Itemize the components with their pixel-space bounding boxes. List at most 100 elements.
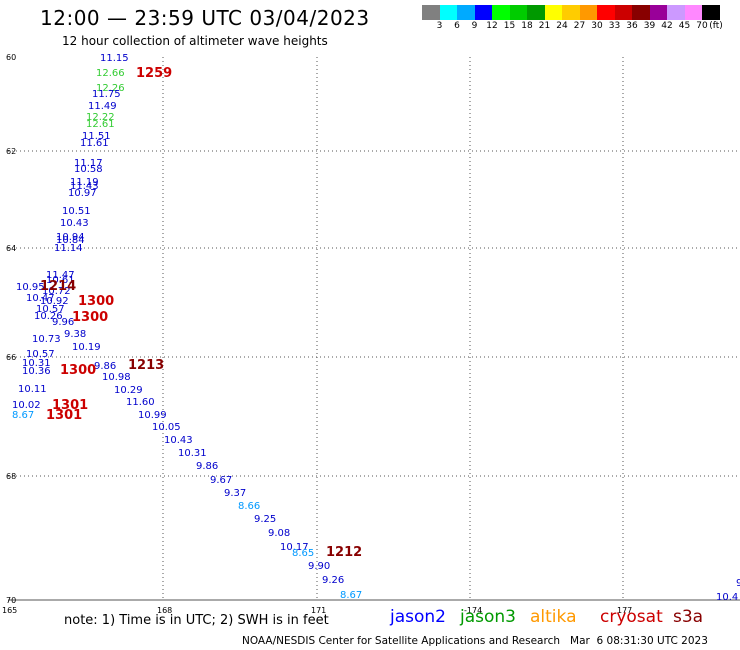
legend-label: 24 xyxy=(556,21,568,31)
wave-height-label: 9.96 xyxy=(52,317,74,328)
map-subtitle: 12 hour collection of altimeter wave hei… xyxy=(62,34,328,48)
wave-height-label: 11.60 xyxy=(126,397,155,408)
latitude-label: 60 xyxy=(6,53,16,62)
wave-height-label: 10.97 xyxy=(68,188,97,199)
latitude-label: 62 xyxy=(6,147,16,156)
pass-time-label: 1300 xyxy=(60,363,96,378)
legend-label: 21 xyxy=(538,21,551,31)
satellite-label-jason2: jason2 xyxy=(390,607,446,627)
wave-height-label: 10.4 xyxy=(716,592,738,603)
legend-swatch xyxy=(597,5,615,20)
wave-height-label: 10.02 xyxy=(12,400,41,411)
wave-height-label: 10.58 xyxy=(74,164,103,175)
legend-label: (ft) xyxy=(709,21,723,31)
wave-height-label: 8.67 xyxy=(340,590,362,601)
longitude-labels: 165 168 171 -174 177 xyxy=(2,606,632,615)
wave-height-label: 10.73 xyxy=(32,334,61,345)
legend-label: 3 xyxy=(436,21,443,31)
wave-height-color-legend xyxy=(422,5,720,20)
wave-height-label: 10.57 xyxy=(36,304,65,315)
satellite-label-jason3: jason3 xyxy=(460,607,516,627)
wave-height-label: 8.66 xyxy=(238,501,260,512)
wave-height-label: 12.22 xyxy=(86,112,115,123)
wave-height-label: 10.94 xyxy=(56,232,85,243)
pass-time-label: 1301 xyxy=(46,408,82,423)
legend-label: 18 xyxy=(521,21,533,31)
legend-label: 36 xyxy=(626,21,638,31)
longitude-label: 171 xyxy=(311,606,326,615)
wave-height-label: 10.92 xyxy=(40,296,69,307)
wave-height-label: 10.51 xyxy=(62,206,91,217)
longitude-label: -174 xyxy=(464,606,482,615)
legend-swatch xyxy=(474,5,492,20)
wave-height-label: 10.47 xyxy=(26,293,55,304)
legend-swatch xyxy=(562,5,580,20)
wave-height-label: 10.61 xyxy=(46,275,75,286)
wave-height-label: 10.29 xyxy=(114,385,143,396)
wave-height-label: 10.95 xyxy=(16,282,45,293)
legend-swatch xyxy=(422,5,440,20)
wave-height-label: 10.05 xyxy=(152,422,181,433)
wave-height-label: 10.98 xyxy=(102,372,131,383)
satellite-label-s3a: s3a xyxy=(673,607,704,627)
wave-height-label: 10.31 xyxy=(22,358,51,369)
legend-swatch xyxy=(544,5,562,20)
legend-swatch xyxy=(632,5,650,20)
longitude-label: 177 xyxy=(617,606,632,615)
wave-height-label: 12.61 xyxy=(86,119,115,130)
satellite-label-cryosat: cryosat xyxy=(600,607,663,627)
pass-time-label: 1259 xyxy=(136,66,172,81)
pass-time-label: 1214 xyxy=(40,279,76,294)
wave-height-label: 8.67 xyxy=(12,410,34,421)
wave-height-label: 11.15 xyxy=(100,53,129,64)
wave-height-label: 10.11 xyxy=(18,384,47,395)
pass-time-label: 1301 xyxy=(52,398,88,413)
wave-height-label: 11.47 xyxy=(46,270,75,281)
wave-height-label: 11.49 xyxy=(88,101,117,112)
wave-height-label: 9.08 xyxy=(268,528,290,539)
wave-height-label: 10.26 xyxy=(34,311,63,322)
legend-label: 33 xyxy=(608,21,621,31)
map-grid xyxy=(8,57,740,601)
wave-height-label: 10.17 xyxy=(280,542,309,553)
legend-swatch xyxy=(492,5,510,20)
legend-swatch xyxy=(649,5,667,20)
wave-height-label: 9.86 xyxy=(196,461,218,472)
footer-note: note: 1) Time is in UTC; 2) SWH is in fe… xyxy=(64,613,329,628)
wave-height-label: 12.66 xyxy=(96,68,125,79)
legend-label: 39 xyxy=(643,21,656,31)
longitude-label: 165 xyxy=(2,606,17,615)
legend-swatch xyxy=(579,5,597,20)
pass-time-label: 1212 xyxy=(326,545,362,560)
legend-swatch xyxy=(614,5,632,20)
wave-height-labels: 11.15 12.66 12.2611.7511.4912.2212.6111.51… xyxy=(12,53,740,603)
wave-height-label: 10.57 xyxy=(26,349,55,360)
wave-height-label: 11.43 xyxy=(70,181,99,192)
latitude-label: 64 xyxy=(6,244,16,253)
wave-height-label: 10.72 xyxy=(42,286,71,297)
legend-swatch xyxy=(667,5,685,20)
wave-height-label: 9.86 xyxy=(94,361,116,372)
legend-label: 42 xyxy=(661,21,673,31)
wave-height-label: 11.51 xyxy=(82,131,111,142)
legend-label: 12 xyxy=(486,21,498,31)
credit-line: NOAA/NESDIS Center for Satellite Applica… xyxy=(242,635,708,647)
wave-height-label: 9 xyxy=(736,578,740,589)
legend-label: 15 xyxy=(503,21,516,31)
wave-height-label: 11.19 xyxy=(70,177,99,188)
latitude-labels: 60 62 64 66 68 70 xyxy=(6,53,16,605)
satellite-label-altika: altika xyxy=(530,607,577,627)
pass-time-label: 1300 xyxy=(78,294,114,309)
legend-swatch xyxy=(509,5,527,20)
wave-height-label: 9.67 xyxy=(210,475,232,486)
legend-label: 30 xyxy=(591,21,603,31)
map-title: 12:00 — 23:59 UTC 03/04/2023 xyxy=(40,6,370,30)
wave-height-label: 11.17 xyxy=(74,158,103,169)
pass-time-label: 1213 xyxy=(128,358,164,373)
legend-swatch xyxy=(439,5,457,20)
wave-height-label: 9.90 xyxy=(308,561,330,572)
legend-label: 9 xyxy=(471,21,478,31)
legend-label: 6 xyxy=(454,21,460,31)
wave-height-label: 11.61 xyxy=(80,138,109,149)
